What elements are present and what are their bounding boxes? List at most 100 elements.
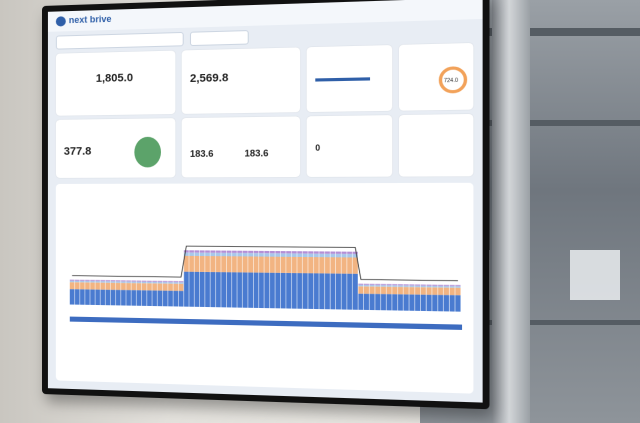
chart-bar xyxy=(95,289,100,306)
chart-bar xyxy=(426,294,432,312)
chart-bar xyxy=(95,279,100,282)
chart-bar xyxy=(253,253,259,257)
chart-bar xyxy=(147,283,152,291)
chart-bar xyxy=(403,284,409,286)
card-gauge[interactable]: 724.0 xyxy=(398,42,474,111)
chart-bar xyxy=(443,284,449,286)
chart-bar xyxy=(242,250,248,254)
chart-bar xyxy=(313,257,319,274)
chart-bar xyxy=(363,286,370,294)
chart-bar xyxy=(455,295,461,312)
chart-bar xyxy=(269,256,275,273)
chart-bar xyxy=(248,250,254,254)
chart-bar xyxy=(341,257,347,274)
card-total[interactable]: 1,805.0 xyxy=(55,50,176,116)
chart-bar xyxy=(226,250,232,253)
chart-bar xyxy=(79,289,85,305)
chart-bar xyxy=(141,280,147,282)
card-alerts[interactable]: 0 xyxy=(306,115,393,177)
chart-bar xyxy=(152,280,158,282)
chart-bar xyxy=(248,253,254,257)
chart-bar xyxy=(141,283,147,291)
chart-bar xyxy=(136,290,142,306)
chart-bar xyxy=(432,284,438,286)
chart-bar xyxy=(275,272,281,309)
chart-bar xyxy=(403,294,409,311)
chart-bar xyxy=(302,257,308,274)
chart-bar xyxy=(335,253,342,258)
chart-bar xyxy=(291,272,297,309)
card-energy[interactable]: 2,569.8 xyxy=(181,47,301,114)
chart-bar xyxy=(324,273,330,310)
chart-bar xyxy=(136,281,142,284)
chart-bar xyxy=(79,282,85,290)
chart-bar xyxy=(85,282,90,290)
ceiling-beam xyxy=(420,120,640,126)
stacked-chart xyxy=(69,183,463,330)
chart-bar xyxy=(269,253,275,257)
chart-bar xyxy=(189,271,195,307)
plant-select[interactable] xyxy=(55,31,184,50)
chart-bar xyxy=(100,282,106,290)
chart-bar xyxy=(264,272,270,309)
chart-bar xyxy=(302,251,308,254)
chart-bar xyxy=(347,257,353,274)
chart-bar xyxy=(319,251,325,254)
chart-bar xyxy=(415,287,421,295)
chart-bar xyxy=(85,279,90,281)
chart-bar xyxy=(136,280,142,282)
chart-bar xyxy=(313,253,319,258)
chart-bar xyxy=(147,281,152,284)
chart-bar xyxy=(403,285,409,287)
chart-bar xyxy=(162,290,168,307)
chart-bar xyxy=(105,289,111,306)
chart-bar xyxy=(302,253,308,258)
chart-bar xyxy=(110,280,116,282)
chart-bar xyxy=(341,273,347,310)
chart-bar xyxy=(237,256,243,273)
chart-bar xyxy=(231,250,237,253)
chart-bar xyxy=(205,256,210,272)
chart-bar xyxy=(443,287,449,296)
chart-bar xyxy=(121,282,126,290)
chart-bar xyxy=(226,252,232,257)
card-water[interactable]: 377.8 xyxy=(55,118,176,178)
chart-bar xyxy=(74,279,80,281)
chart-bar xyxy=(237,252,243,257)
chart-bar xyxy=(341,251,347,254)
chart-bar xyxy=(221,250,227,253)
chart-bar xyxy=(397,284,404,286)
dashboard-screen: next brive 1,805.0 2,569.8 724.0 xyxy=(47,0,483,403)
chart-bar xyxy=(386,294,392,311)
chart-bar xyxy=(205,252,210,257)
chart-bar xyxy=(178,283,184,291)
chart-bar xyxy=(380,293,386,311)
chart-bar xyxy=(313,273,319,310)
chart-bar xyxy=(157,280,163,282)
chart-bar xyxy=(242,253,248,257)
chart-bar xyxy=(415,285,421,288)
logo: next brive xyxy=(55,14,112,27)
chart-bar xyxy=(215,250,221,253)
card-value: 1,805.0 xyxy=(95,71,134,85)
chart-bar xyxy=(258,250,264,254)
chart-bar xyxy=(403,286,409,295)
card-co2[interactable]: 183.6 183.6 xyxy=(181,116,301,178)
chart-bar xyxy=(147,280,152,282)
chart-bar xyxy=(115,282,121,290)
period-select[interactable] xyxy=(189,30,249,47)
chart-bar xyxy=(297,256,303,274)
chart-bar xyxy=(183,271,189,307)
chart-bar xyxy=(330,251,336,254)
chart-bar xyxy=(199,256,205,272)
chart-bar xyxy=(141,290,147,306)
chart-bar xyxy=(455,285,461,287)
card-status[interactable] xyxy=(306,45,393,113)
chart-bar xyxy=(335,257,342,274)
chart-bar xyxy=(392,294,398,311)
chart-bar xyxy=(347,273,353,310)
chart-bar xyxy=(115,289,121,306)
chart-bar xyxy=(253,272,259,308)
card-empty xyxy=(398,113,474,177)
chart-bar xyxy=(178,281,184,283)
